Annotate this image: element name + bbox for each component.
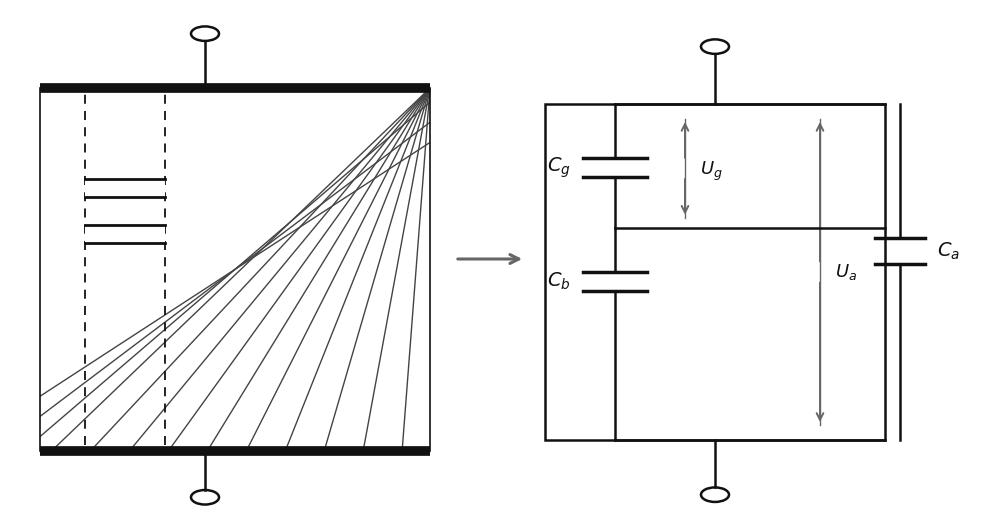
Bar [40,88,430,451]
Text: $U_a$: $U_a$ [835,262,857,282]
Text: $C_a$: $C_a$ [937,240,960,262]
Bar [85,225,165,243]
Text: $C_b$: $C_b$ [547,271,571,292]
Bar [545,104,885,440]
Text: $C_g$: $C_g$ [547,155,571,180]
Text: $U_g$: $U_g$ [700,160,723,182]
Bar [85,179,165,197]
